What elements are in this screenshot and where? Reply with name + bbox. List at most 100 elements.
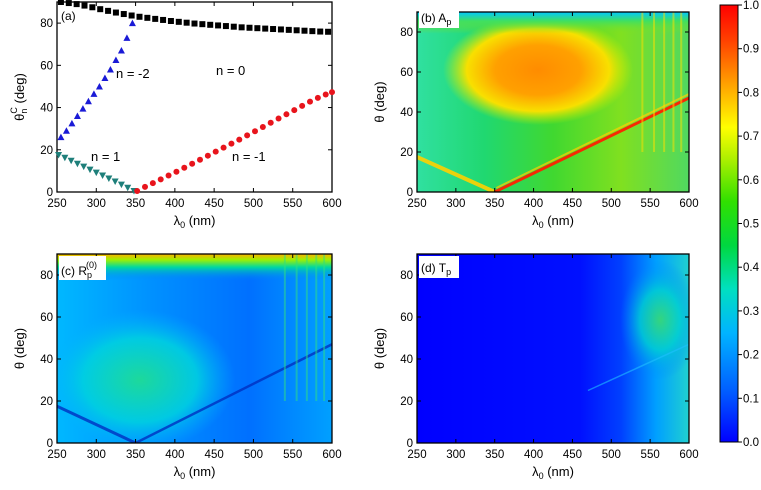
y-axis-label-d: θ (deg)	[372, 328, 387, 369]
point-n--2	[62, 127, 70, 134]
point-n-1	[105, 175, 113, 182]
point-n-0	[254, 25, 261, 32]
point-n-1	[124, 184, 132, 192]
point-n-0	[301, 27, 308, 34]
point-n--1	[299, 102, 306, 109]
point-n-1	[80, 163, 88, 171]
y-tick-label-d: 80	[400, 270, 413, 282]
point-n--1	[134, 187, 141, 194]
point-n-0	[215, 22, 222, 29]
y-axis-label-a: θnC (deg)	[9, 73, 29, 121]
y-tick-label-b: 40	[400, 107, 413, 119]
y-tick-label-a: 80	[40, 18, 53, 30]
colorbar-gradient	[719, 4, 739, 443]
y-tick-label-c: 60	[40, 312, 53, 324]
panel-d-label-box	[419, 256, 459, 278]
y-tick-label-c: 0	[47, 438, 53, 450]
y-tick-label-a: 0	[47, 187, 53, 199]
point-n--1	[252, 128, 258, 135]
point-n-1	[111, 178, 119, 185]
y-tick-label-d: 20	[400, 396, 413, 408]
x-tick-label-b: 550	[641, 198, 660, 210]
x-tick-label-b: 500	[602, 198, 621, 210]
point-n-0	[152, 15, 159, 22]
y-tick-label-b: 60	[400, 67, 413, 79]
point-n--1	[307, 98, 313, 105]
x-tick-label-d: 400	[524, 449, 543, 461]
x-axis-label-d: λ0 (nm)	[532, 464, 574, 481]
point-n-0	[112, 9, 119, 16]
point-n-0	[238, 24, 245, 31]
point-n-0	[97, 6, 104, 13]
point-n-0	[285, 26, 292, 33]
point-n-0	[81, 2, 88, 9]
x-axis-label-c: λ0 (nm)	[174, 464, 216, 481]
point-n-0	[136, 13, 143, 20]
x-tick-label-a: 500	[244, 198, 263, 210]
point-n--1	[236, 136, 243, 143]
y-tick-label-c: 20	[40, 396, 53, 408]
panel-b-label: (b) Ap	[421, 11, 451, 27]
annotation-nm1: n = -1	[232, 149, 266, 164]
point-n--1	[204, 152, 211, 159]
panel-b-label-box	[419, 6, 459, 28]
x-axis-label-b: λ0 (nm)	[532, 213, 574, 230]
heatmap-overlays	[57, 12, 689, 443]
point-n--1	[165, 172, 172, 179]
point-n-0	[120, 11, 127, 18]
point-n-1	[99, 172, 107, 180]
point-n-0	[73, 1, 80, 8]
plot-frame-d	[416, 253, 690, 444]
point-n-0	[262, 25, 269, 32]
point-n--2	[117, 47, 125, 54]
y-tick-label-d: 0	[407, 438, 413, 450]
colorbar-tick-label: 1.0	[743, 0, 759, 12]
x-tick-label-b: 300	[446, 198, 465, 210]
point-n-1	[73, 160, 81, 168]
feature-b-nm1	[494, 96, 689, 192]
point-n--1	[283, 111, 290, 118]
point-n-0	[65, 0, 72, 7]
annotation-n1: n = 1	[91, 149, 120, 164]
x-tick-label-d: 600	[679, 449, 698, 461]
point-n-0	[277, 26, 284, 33]
x-tick-label-a: 400	[165, 198, 184, 210]
x-tick-label-d: 350	[485, 449, 504, 461]
point-n-0	[183, 19, 190, 26]
point-n-0	[309, 28, 316, 35]
y-tick-label-b: 80	[400, 27, 413, 39]
x-tick-label-d: 500	[602, 449, 621, 461]
y-tick-label-c: 40	[40, 354, 53, 366]
feature-b-nm1-edge	[495, 93, 689, 189]
y-axis-label-c: θ (deg)	[12, 328, 27, 369]
point-n-0	[270, 26, 277, 33]
point-n--1	[322, 91, 329, 98]
feature-c-nm1	[135, 343, 332, 443]
point-n-0	[144, 14, 151, 21]
x-tick-label-a: 550	[283, 198, 302, 210]
point-n--1	[329, 89, 335, 96]
colorbar-tick-label: 0.9	[743, 44, 759, 56]
point-n--1	[244, 132, 251, 139]
heatmap-d	[417, 254, 689, 443]
point-n--2	[73, 112, 81, 119]
y-tick-label-b: 20	[400, 147, 413, 159]
x-tick-label-a: 600	[322, 198, 341, 210]
point-n--2	[128, 19, 136, 27]
point-n-1	[67, 157, 75, 165]
y-tick-label-a: 40	[40, 103, 53, 115]
plot-frame-c	[56, 253, 333, 444]
heatmap-b	[417, 12, 689, 192]
x-tick-label-c: 400	[165, 449, 184, 461]
feature-c-n1	[57, 404, 137, 443]
panel-d-label: (d) Tp	[421, 261, 451, 277]
colorbar-tick-label: 0.7	[743, 131, 759, 143]
x-tick-label-d: 550	[641, 449, 660, 461]
point-n--1	[228, 140, 235, 147]
point-n-0	[293, 27, 300, 34]
point-n-0	[325, 28, 332, 35]
point-n--2	[79, 105, 87, 112]
x-tick-label-c: 500	[244, 449, 263, 461]
y-axis-label-b: θ (deg)	[372, 81, 387, 122]
point-n--1	[189, 160, 196, 167]
